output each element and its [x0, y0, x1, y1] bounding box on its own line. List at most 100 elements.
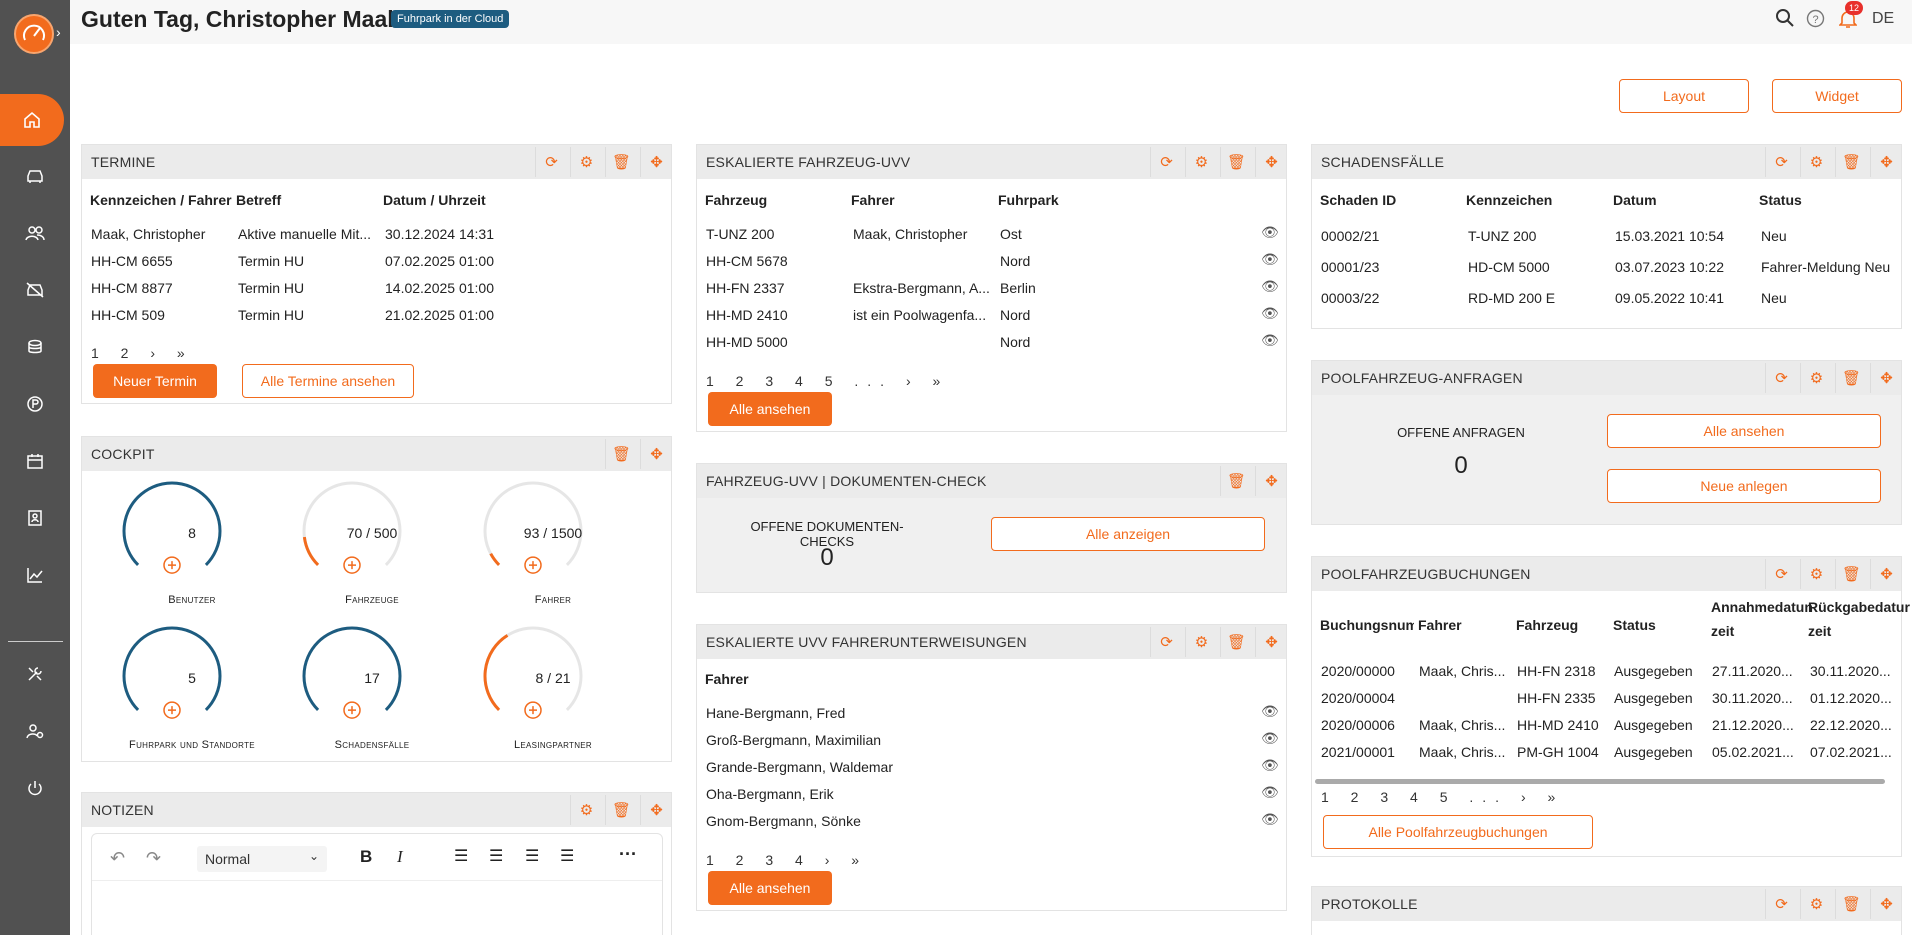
expand-chevron-icon[interactable]: › — [56, 24, 61, 40]
refresh-icon[interactable]: ⟳ — [535, 147, 567, 177]
sidebar-item-contacts[interactable] — [0, 492, 70, 544]
trash-icon[interactable]: 🗑︎ — [605, 439, 637, 469]
gear-icon[interactable]: ⚙ — [570, 795, 602, 825]
sidebar-item-users[interactable] — [0, 207, 70, 259]
trash-icon[interactable]: 🗑︎ — [1835, 889, 1867, 919]
gear-icon[interactable]: ⚙ — [1185, 147, 1217, 177]
widget-button[interactable]: Widget — [1772, 79, 1902, 113]
pagination[interactable]: 1 2 3 4 › » — [706, 852, 869, 868]
move-icon[interactable]: ✥ — [640, 439, 672, 469]
refresh-icon[interactable]: ⟳ — [1765, 559, 1797, 589]
move-icon[interactable]: ✥ — [1870, 363, 1902, 393]
align-right-icon[interactable]: ☰ — [525, 848, 540, 865]
undo-icon[interactable]: ↶ — [110, 848, 126, 868]
gear-icon[interactable]: ⚙ — [1800, 559, 1832, 589]
move-icon[interactable]: ✥ — [1870, 889, 1902, 919]
gear-icon[interactable]: ⚙ — [1185, 627, 1217, 657]
gear-icon[interactable]: ⚙ — [1800, 889, 1832, 919]
move-icon[interactable]: ✥ — [1255, 466, 1287, 496]
refresh-icon[interactable]: ⟳ — [1765, 147, 1797, 177]
all-pool-button[interactable]: Alle ansehen — [1607, 414, 1881, 448]
eye-icon[interactable]: 👁︎ — [1261, 703, 1279, 719]
uvv-card: ESKALIERTE FAHRZEUG-UVV ⟳ ⚙ 🗑︎ ✥ Fahrzeu… — [696, 144, 1287, 432]
eye-icon[interactable]: 👁︎ — [1261, 278, 1279, 294]
search-icon[interactable] — [1775, 8, 1795, 32]
pool-card: POOLFAHRZEUG-ANFRAGEN ⟳ ⚙ 🗑︎ ✥ OFFENE AN… — [1311, 360, 1902, 525]
trash-icon[interactable]: 🗑︎ — [1835, 147, 1867, 177]
trash-icon[interactable]: 🗑︎ — [605, 795, 637, 825]
editor[interactable]: ↶ ↷ Normal ⌄ B I ☰ ☰ ☰ ☰ ··· — [91, 833, 663, 935]
all-doccheck-button[interactable]: Alle anzeigen — [991, 517, 1265, 551]
sidebar-item-reports[interactable] — [0, 549, 70, 601]
table-cell: Fahrer-Meldung Neu — [1761, 259, 1891, 275]
eye-icon[interactable]: 👁︎ — [1261, 784, 1279, 800]
sidebar-item-tools[interactable] — [0, 648, 70, 700]
move-icon[interactable]: ✥ — [640, 795, 672, 825]
redo-icon[interactable]: ↷ — [146, 848, 162, 868]
align-center-icon[interactable]: ☰ — [489, 848, 504, 865]
table-cell: 09.05.2022 10:41 — [1615, 290, 1724, 306]
trash-icon[interactable]: 🗑︎ — [1220, 466, 1252, 496]
gear-icon[interactable]: ⚙ — [570, 147, 602, 177]
refresh-icon[interactable]: ⟳ — [1765, 889, 1797, 919]
sidebar-item-parking[interactable] — [0, 378, 70, 430]
eye-icon[interactable]: 👁︎ — [1261, 224, 1279, 240]
layout-button[interactable]: Layout — [1619, 79, 1749, 113]
gauge-fill — [122, 481, 222, 566]
eye-icon[interactable]: 👁︎ — [1261, 757, 1279, 773]
eye-icon[interactable]: 👁︎ — [1261, 332, 1279, 348]
trash-icon[interactable]: 🗑︎ — [605, 147, 637, 177]
refresh-icon[interactable]: ⟳ — [1765, 363, 1797, 393]
all-uvv-button[interactable]: Alle ansehen — [708, 392, 832, 426]
move-icon[interactable]: ✥ — [1255, 147, 1287, 177]
all-bookings-button[interactable]: Alle Poolfahrzeugbuchungen — [1323, 815, 1593, 849]
sidebar-item-damage[interactable] — [0, 264, 70, 316]
new-pool-button[interactable]: Neue anlegen — [1607, 469, 1881, 503]
gear-icon[interactable]: ⚙ — [1800, 147, 1832, 177]
pagination[interactable]: 1 2 3 4 5 ... › » — [1321, 789, 1565, 805]
language-switch[interactable]: DE — [1872, 10, 1895, 27]
pagination[interactable]: 1 2 3 4 5 ... › » — [706, 373, 950, 389]
trash-icon[interactable]: 🗑︎ — [1835, 363, 1867, 393]
align-justify-icon[interactable]: ☰ — [560, 848, 575, 865]
trash-icon[interactable]: 🗑︎ — [1835, 559, 1867, 589]
horizontal-scrollbar[interactable] — [1315, 779, 1885, 784]
trash-icon[interactable]: 🗑︎ — [1220, 627, 1252, 657]
divider — [92, 880, 662, 881]
move-icon[interactable]: ✥ — [1870, 147, 1902, 177]
eye-icon[interactable]: 👁︎ — [1261, 251, 1279, 267]
format-select[interactable]: Normal ⌄ — [197, 846, 327, 872]
gauge-track — [302, 481, 402, 566]
sidebar-item-calendar[interactable] — [0, 435, 70, 487]
eye-icon[interactable]: 👁︎ — [1261, 730, 1279, 746]
sidebar-item-user-settings[interactable] — [0, 705, 70, 757]
pagination[interactable]: 1 2 › » — [91, 345, 194, 361]
speedometer-logo-icon[interactable] — [14, 14, 54, 54]
sidebar-item-logout[interactable] — [0, 762, 70, 814]
move-icon[interactable]: ✥ — [640, 147, 672, 177]
column-header: Fahrzeug — [1516, 617, 1579, 633]
more-icon[interactable]: ··· — [619, 844, 637, 864]
termine-card: TERMINE ⟳ ⚙ 🗑︎ ✥ Kennzeichen / Fahrer Be… — [81, 144, 672, 404]
sidebar-item-vehicles[interactable] — [0, 150, 70, 202]
all-unterweisung-button[interactable]: Alle ansehen — [708, 871, 832, 905]
new-appointment-button[interactable]: Neuer Termin — [93, 364, 217, 398]
refresh-icon[interactable]: ⟳ — [1150, 147, 1182, 177]
gauge-track — [483, 481, 583, 566]
trash-icon[interactable]: 🗑︎ — [1220, 147, 1252, 177]
move-icon[interactable]: ✥ — [1255, 627, 1287, 657]
gear-icon[interactable]: ⚙ — [1800, 363, 1832, 393]
move-icon[interactable]: ✥ — [1870, 559, 1902, 589]
sidebar-item-finance[interactable] — [0, 321, 70, 373]
table-cell: 00001/23 — [1321, 259, 1380, 275]
italic-icon[interactable]: I — [397, 847, 403, 866]
refresh-icon[interactable]: ⟳ — [1150, 627, 1182, 657]
all-appointments-button[interactable]: Alle Termine ansehen — [242, 364, 414, 398]
help-icon[interactable]: ? — [1806, 9, 1825, 32]
bold-icon[interactable]: B — [360, 847, 373, 866]
eye-icon[interactable]: 👁︎ — [1261, 811, 1279, 827]
sidebar-item-home[interactable] — [0, 94, 64, 146]
align-left-icon[interactable]: ☰ — [454, 848, 469, 865]
eye-icon[interactable]: 👁︎ — [1261, 305, 1279, 321]
table-cell: Aktive manuelle Mit... — [238, 226, 372, 242]
